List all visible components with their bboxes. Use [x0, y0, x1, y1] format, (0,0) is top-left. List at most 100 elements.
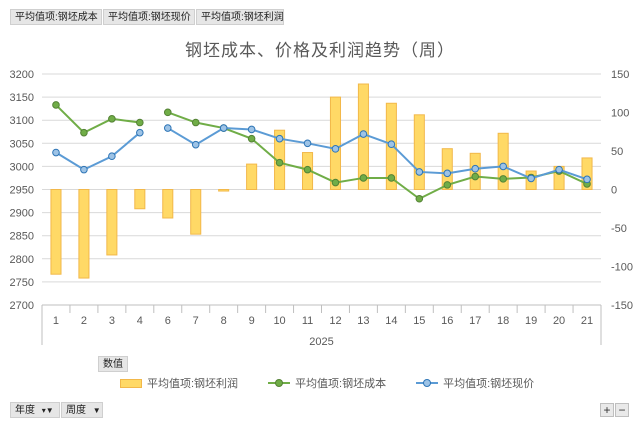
cost-point	[471, 172, 480, 181]
profit-bar	[329, 96, 342, 190]
profit-bar	[413, 114, 425, 190]
x-tick-label: 1	[53, 315, 59, 327]
x-tick-label: 9	[249, 315, 255, 327]
x-tick-label: 4	[137, 315, 143, 327]
profit-bar	[190, 189, 202, 235]
price-point	[555, 165, 563, 174]
axis-field-label-week: 周度	[66, 405, 86, 416]
legend-swatch-cost	[268, 378, 291, 388]
y-left-tick-label: 2750	[10, 277, 34, 289]
legend-item-price: 平均值项:钢坯现价	[416, 375, 534, 391]
x-tick-label: 14	[385, 315, 397, 327]
price-point	[163, 124, 172, 132]
y-left-tick-label: 3050	[10, 138, 34, 150]
x-tick-label: 19	[525, 315, 537, 327]
y-right-tick-label: 50	[611, 146, 623, 158]
y-right-tick-label: 150	[611, 69, 629, 81]
values-field-button[interactable]: 数值	[98, 356, 128, 372]
x-tick-label: 7	[193, 315, 199, 327]
legend-label-price: 平均值项:钢坯现价	[443, 378, 535, 390]
price-point	[415, 168, 424, 176]
profit-bar	[134, 189, 146, 210]
y-left-tick-label: 2800	[10, 254, 34, 266]
price-point	[191, 140, 200, 149]
y-left-tick-label: 2950	[10, 185, 34, 197]
legend-label-profit: 平均值项:钢坯利润	[147, 378, 239, 390]
profit-bar	[581, 157, 593, 190]
x-tick-label: 2	[81, 315, 87, 327]
y-left-tick-label: 3100	[10, 115, 34, 127]
cost-point	[499, 175, 507, 183]
y-left-tick-label: 3150	[10, 92, 34, 104]
field-button-cost[interactable]: 平均值项:钢坯成本	[10, 9, 102, 25]
y-left-tick-label: 2850	[10, 231, 34, 243]
chart-legend: 平均值项:钢坯利润 平均值项:钢坯成本 平均值项:钢坯现价	[120, 375, 534, 391]
legend-swatch-profit	[120, 378, 142, 388]
x-tick-label: 16	[441, 315, 453, 327]
field-button-price[interactable]: 平均值项:钢坯现价	[103, 9, 195, 25]
profit-bar	[246, 163, 258, 190]
profit-bar	[106, 189, 118, 256]
profit-bar	[78, 189, 90, 279]
filter-icon[interactable]: ▾▼	[41, 406, 54, 415]
price-point	[443, 169, 452, 178]
price-point	[52, 148, 60, 157]
y-right-tick-label: -50	[611, 223, 627, 235]
x-tick-label: 3	[109, 315, 115, 327]
price-point	[331, 145, 340, 153]
price-point	[527, 174, 535, 183]
price-point	[275, 134, 284, 143]
cost-point	[163, 108, 172, 117]
x-tick-label: 10	[273, 315, 285, 327]
x-tick-label: 6	[165, 315, 171, 327]
y-right-tick-label: -150	[611, 300, 633, 312]
legend-swatch-price	[416, 378, 439, 388]
dropdown-icon[interactable]: ▼	[92, 406, 101, 415]
axis-field-button-year[interactable]: 年度 ▾▼	[10, 402, 60, 418]
cost-point	[275, 158, 284, 167]
x-tick-label: 13	[357, 315, 369, 327]
x-tick-label: 15	[413, 315, 425, 327]
price-point	[583, 175, 591, 184]
x-tick-label: 18	[497, 315, 509, 327]
y-right-tick-label: 100	[611, 108, 629, 120]
profit-bar	[218, 189, 230, 192]
cost-point	[52, 101, 60, 109]
collapse-button[interactable]: −	[615, 403, 629, 417]
y-left-tick-label: 3200	[10, 69, 34, 81]
price-point	[359, 130, 368, 138]
cost-point	[387, 174, 396, 182]
x-tick-label: 8	[221, 315, 227, 327]
cost-point	[108, 115, 116, 123]
price-point	[219, 124, 228, 132]
field-button-profit[interactable]: 平均值项:钢坯利润	[196, 9, 284, 25]
price-point	[471, 164, 480, 173]
cost-point	[191, 118, 200, 127]
x-tick-label: 21	[581, 315, 593, 327]
x-tick-label: 20	[553, 315, 565, 327]
expand-button[interactable]: +	[600, 403, 614, 417]
cost-line	[167, 111, 588, 200]
cost-point	[136, 118, 144, 127]
profit-bar	[497, 132, 509, 190]
cost-point	[331, 178, 340, 187]
price-point	[108, 152, 116, 161]
profit-bar	[50, 189, 62, 275]
axis-field-button-week[interactable]: 周度 ▼	[61, 402, 103, 418]
price-point	[136, 128, 144, 137]
cost-point	[443, 181, 452, 189]
x-tick-label: 11	[302, 315, 313, 327]
price-line	[167, 127, 588, 181]
y-left-tick-label: 2700	[10, 300, 34, 312]
price-point	[387, 140, 396, 149]
legend-item-profit: 平均值项:钢坯利润	[120, 375, 238, 391]
cost-point	[80, 128, 88, 137]
chart-title: 钢坯成本、价格及利润趋势（周）	[185, 41, 455, 60]
cost-point	[303, 165, 312, 174]
price-point	[499, 162, 507, 171]
axis-field-label-year: 年度	[15, 405, 35, 416]
x-tick-label: 12	[329, 315, 341, 327]
profit-bar	[441, 148, 453, 191]
price-point	[303, 139, 312, 148]
